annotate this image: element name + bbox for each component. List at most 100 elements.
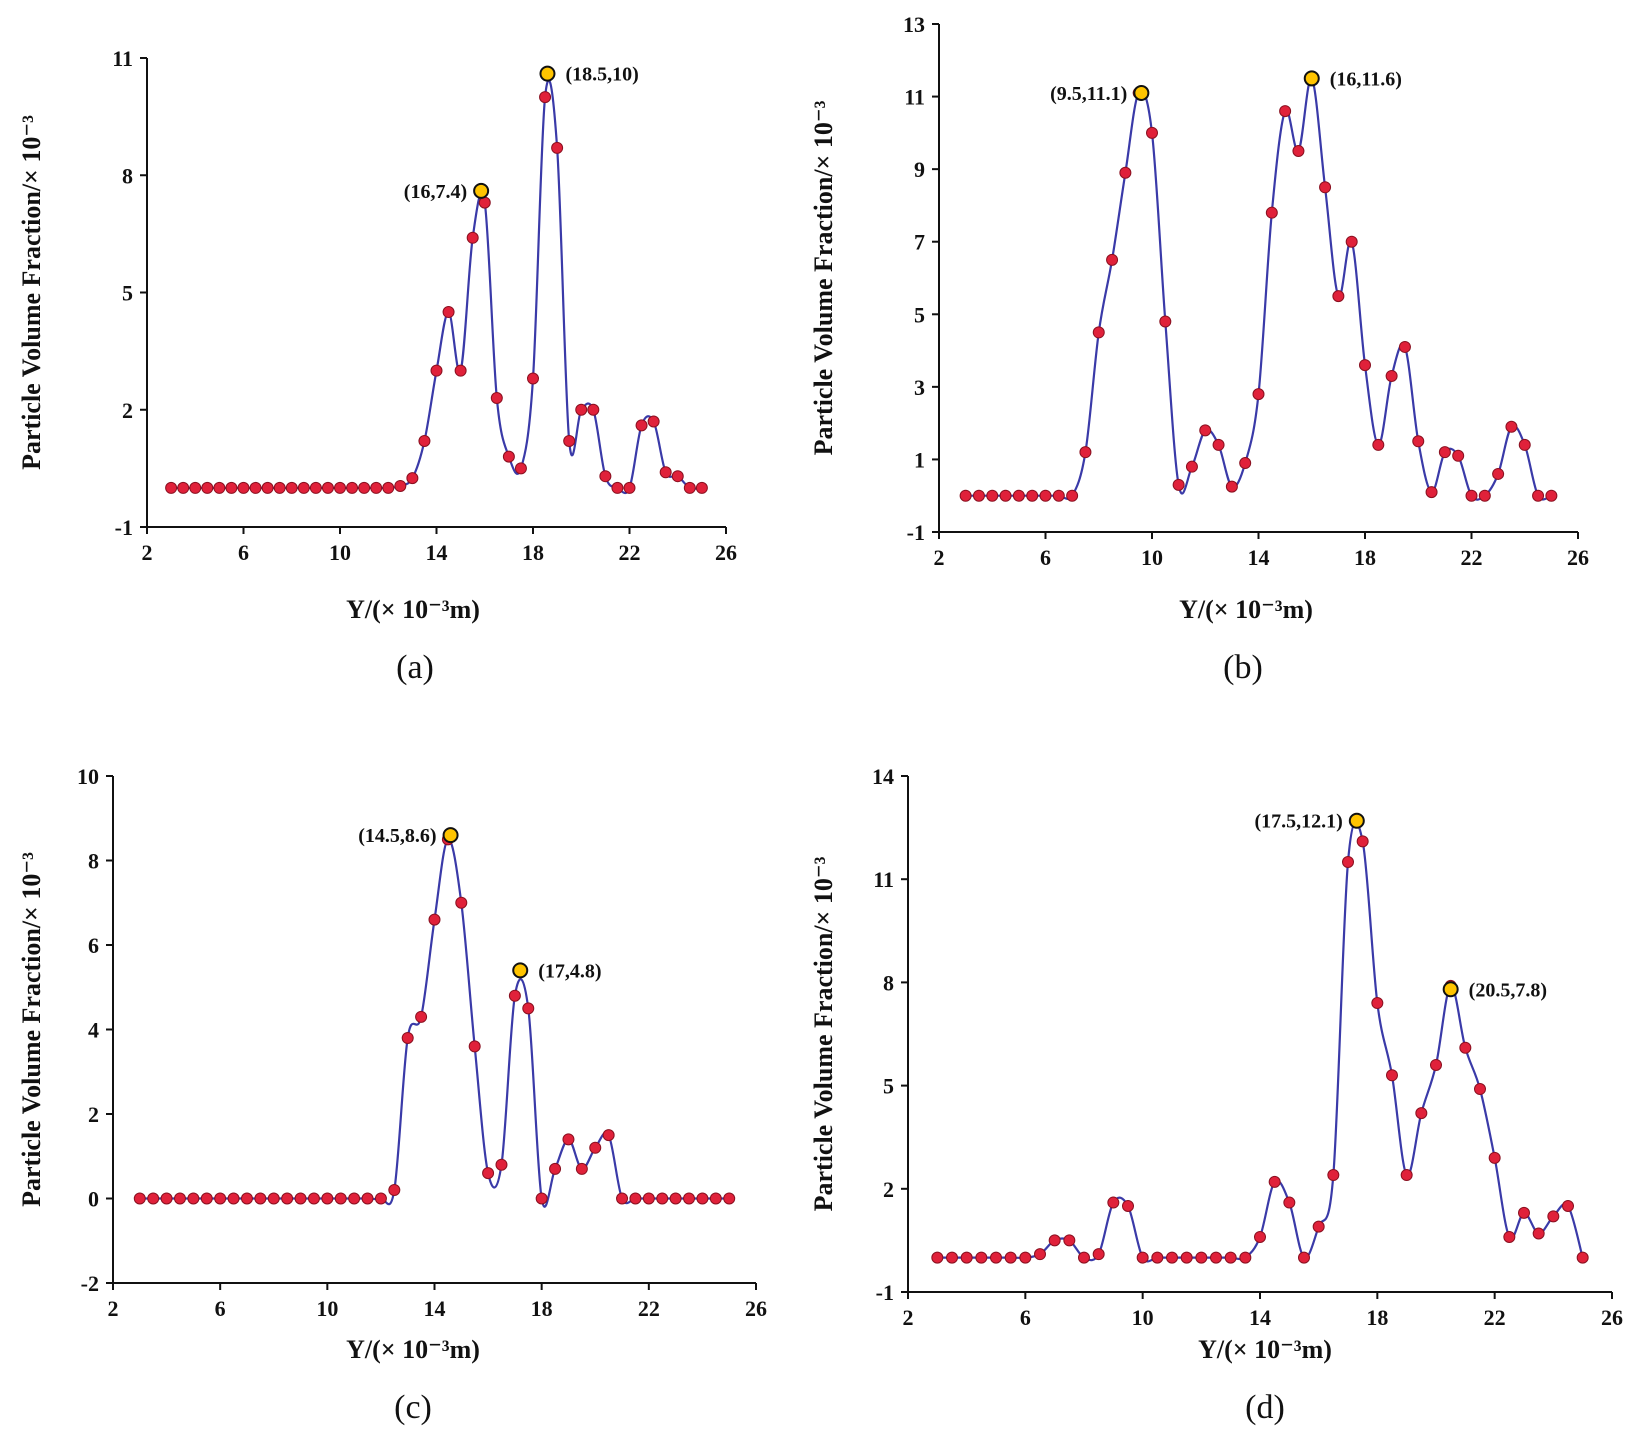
- data-point: [297, 481, 310, 494]
- x-tick-label: 26: [745, 1296, 767, 1321]
- y-tick-label: 2: [122, 398, 133, 423]
- peak-marker: [1348, 812, 1365, 829]
- data-point: [1386, 1069, 1398, 1082]
- data-point: [466, 231, 479, 244]
- data-point: [442, 306, 455, 319]
- x-tick-label: 14: [1249, 1305, 1271, 1330]
- data-point: [358, 481, 371, 494]
- data-point: [147, 1192, 160, 1205]
- data-point: [671, 470, 684, 483]
- data-point: [1332, 290, 1345, 303]
- x-axis-label: Y/(× 10⁻³m): [1179, 595, 1313, 624]
- data-point: [1279, 105, 1292, 118]
- data-point: [535, 1192, 548, 1205]
- data-point: [1415, 1107, 1428, 1120]
- data-point: [999, 489, 1012, 502]
- data-point: [659, 466, 672, 479]
- data-point: [1430, 1058, 1442, 1071]
- x-tick-label: 22: [1484, 1305, 1506, 1330]
- data-point: [227, 1192, 240, 1205]
- y-tick-label: 8: [88, 849, 99, 874]
- data-point: [1492, 467, 1505, 480]
- x-axis-label: Y/(× 10⁻³m): [1198, 1335, 1332, 1364]
- y-tick-label: -1: [115, 515, 133, 540]
- x-tick-label: 22: [1461, 545, 1483, 570]
- data-point: [173, 1192, 186, 1205]
- peak-annotation: (16,11.6): [1330, 68, 1402, 90]
- data-point: [1254, 1230, 1266, 1243]
- data-point: [959, 489, 972, 502]
- data-point: [1265, 206, 1278, 219]
- data-point: [1136, 1251, 1149, 1264]
- data-point: [931, 1251, 944, 1264]
- data-point: [709, 1192, 722, 1205]
- data-point: [254, 1192, 267, 1205]
- data-point: [1239, 1251, 1252, 1264]
- data-point: [495, 1158, 508, 1171]
- data-point: [1478, 489, 1491, 502]
- data-point: [656, 1192, 669, 1205]
- x-tick-label: 26: [715, 540, 737, 565]
- data-point: [1505, 420, 1518, 433]
- data-point: [1092, 1248, 1105, 1261]
- x-tick-label: 2: [142, 540, 153, 565]
- data-point: [1151, 1251, 1164, 1264]
- y-tick-label: 2: [88, 1102, 99, 1127]
- data-point: [1252, 388, 1265, 401]
- data-point: [1459, 1041, 1472, 1054]
- data-point: [321, 1192, 334, 1205]
- peak-annotation: (17,4.8): [538, 960, 601, 982]
- data-point: [177, 481, 190, 494]
- peak-annotation: (18.5,10): [565, 64, 638, 86]
- data-point: [1195, 1251, 1208, 1264]
- data-point: [285, 481, 298, 494]
- y-axis-label: Particle Volume Fraction/× 10⁻³: [809, 856, 838, 1211]
- x-tick-label: 22: [638, 1296, 660, 1321]
- y-tick-label: 11: [873, 867, 894, 892]
- data-point: [133, 1192, 146, 1205]
- x-tick-label: 18: [522, 540, 544, 565]
- data-point: [635, 419, 648, 432]
- data-point: [642, 1192, 655, 1205]
- series-line: [965, 77, 1552, 501]
- panel-label: (a): [396, 649, 434, 686]
- y-tick-label: 5: [914, 302, 925, 327]
- data-point: [1012, 489, 1025, 502]
- data-point: [374, 1192, 387, 1205]
- data-point: [1034, 1248, 1046, 1261]
- y-tick-label: 2: [883, 1177, 894, 1202]
- x-tick-label: 18: [531, 1296, 553, 1321]
- data-point: [348, 1192, 361, 1205]
- y-tick-label: 6: [88, 933, 99, 958]
- data-point: [1503, 1230, 1516, 1243]
- data-point: [1400, 1169, 1413, 1182]
- y-axis-label: Particle Volume Fraction/× 10⁻³: [17, 115, 46, 470]
- data-point: [1066, 489, 1079, 502]
- x-tick-label: 2: [934, 545, 945, 570]
- data-point: [723, 1192, 736, 1205]
- data-point: [960, 1251, 973, 1264]
- peak-marker: [1442, 981, 1459, 998]
- x-tick-label: 14: [426, 540, 448, 565]
- x-tick-label: 26: [1601, 1305, 1623, 1330]
- data-point: [575, 403, 588, 416]
- data-point: [1092, 326, 1105, 339]
- y-tick-label: 5: [883, 1074, 894, 1099]
- data-point: [1385, 369, 1398, 382]
- data-point: [401, 1031, 414, 1044]
- data-point: [695, 481, 708, 494]
- data-point: [1212, 438, 1225, 451]
- data-point: [428, 913, 441, 926]
- data-point: [1292, 145, 1305, 157]
- panel-label: (d): [1245, 1389, 1285, 1426]
- x-tick-label: 14: [424, 1296, 446, 1321]
- x-tick-label: 6: [1020, 1305, 1031, 1330]
- peak-annotation: (14.5,8.6): [358, 825, 436, 847]
- y-tick-label: 1: [914, 447, 925, 472]
- peak-marker: [1303, 70, 1320, 87]
- data-point: [1048, 1234, 1061, 1247]
- peak-marker: [1133, 84, 1150, 101]
